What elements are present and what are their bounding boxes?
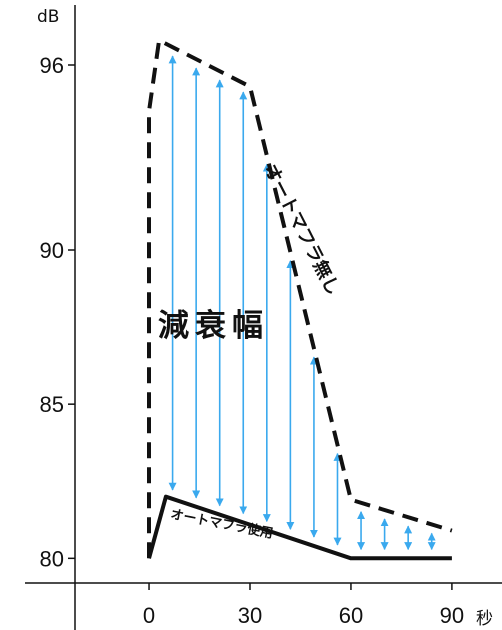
x-tick-label: 90 (440, 603, 464, 628)
y-tick-label: 96 (40, 53, 64, 78)
reduction-arrows (168, 55, 436, 551)
series-line-0 (147, 38, 453, 559)
x-tick-label: 30 (238, 603, 262, 628)
axes (25, 5, 502, 630)
reduction-label: 減衰幅 (158, 308, 269, 344)
y-tick-label: 90 (40, 238, 64, 263)
x-unit-label: 秒 (476, 609, 493, 629)
series-lines (147, 38, 453, 561)
y-ticks: 80 85 90 96 (40, 53, 75, 571)
series-label-without: オートマフラ無し (260, 160, 345, 298)
x-tick-label: 60 (339, 603, 363, 628)
series-line-1 (147, 494, 452, 561)
y-unit-label: dB (37, 7, 59, 27)
x-ticks: 0 30 60 90 (143, 583, 464, 628)
y-tick-label: 80 (40, 546, 64, 571)
y-tick-label: 85 (40, 392, 64, 417)
x-tick-label: 0 (143, 603, 155, 628)
series-label-with: オートマフラ使用 (169, 506, 274, 542)
